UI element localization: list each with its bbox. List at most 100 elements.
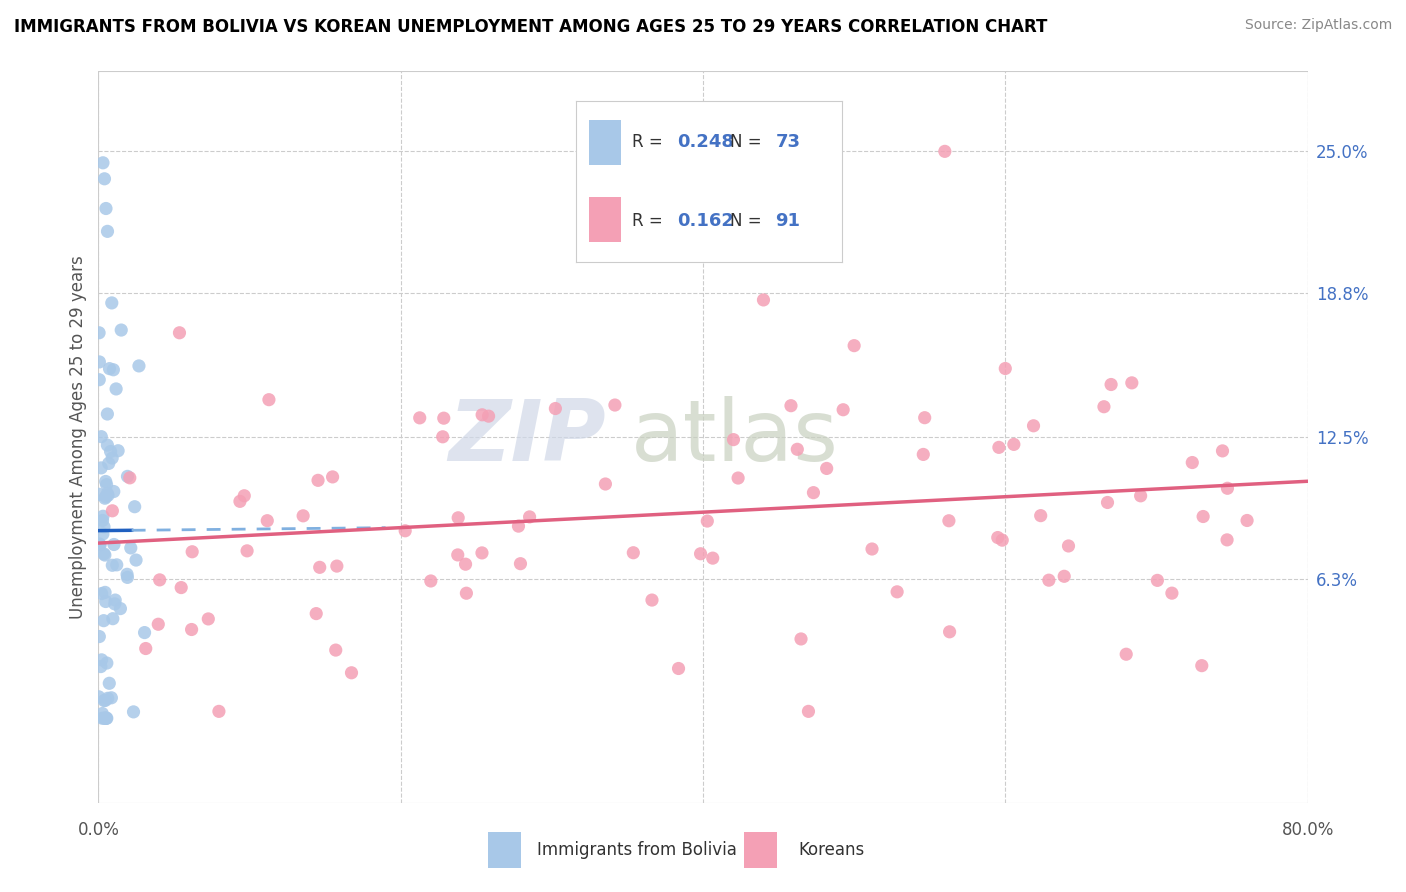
Point: [257, 392, 280, 407]
Point: [914, 410, 936, 425]
Point: [456, 586, 478, 600]
Point: [97, 457, 120, 471]
Point: [94, 585, 117, 599]
Point: [860, 541, 883, 556]
Point: [471, 546, 494, 560]
Point: [508, 519, 530, 533]
Text: 0.0%: 0.0%: [77, 821, 120, 839]
Point: [595, 477, 617, 491]
Point: [432, 430, 454, 444]
Point: [96, 224, 118, 238]
Point: [96, 438, 118, 452]
Point: [1216, 481, 1239, 495]
Point: [934, 145, 956, 159]
Point: [723, 433, 745, 447]
Point: [101, 451, 124, 466]
Point: [96, 656, 118, 670]
Text: Source: ZipAtlas.com: Source: ZipAtlas.com: [1244, 18, 1392, 32]
Point: [256, 514, 278, 528]
Point: [94, 491, 117, 506]
Point: [307, 473, 329, 487]
Point: [89, 537, 111, 551]
Point: [115, 567, 138, 582]
Point: [105, 558, 128, 572]
Point: [110, 601, 132, 615]
Point: [90, 653, 112, 667]
Point: [93, 171, 115, 186]
Point: [326, 559, 349, 574]
Point: [104, 593, 127, 607]
Point: [91, 711, 114, 725]
Point: [94, 711, 117, 725]
Point: [90, 430, 112, 444]
Point: [96, 407, 118, 421]
Point: [89, 373, 111, 387]
Point: [97, 488, 120, 502]
Point: [107, 443, 129, 458]
Point: [1146, 574, 1168, 588]
Point: [105, 382, 128, 396]
Point: [987, 441, 1010, 455]
Point: [124, 500, 146, 514]
Point: [90, 586, 112, 600]
Point: [1192, 509, 1215, 524]
Point: [696, 514, 718, 528]
Point: [1211, 443, 1233, 458]
Point: [752, 293, 775, 307]
Point: [98, 361, 121, 376]
Point: [1053, 569, 1076, 583]
Point: [134, 625, 156, 640]
Point: [149, 573, 172, 587]
Point: [103, 537, 125, 551]
Point: [454, 558, 477, 572]
Point: [419, 574, 441, 588]
Point: [325, 643, 347, 657]
Point: [103, 484, 125, 499]
Point: [148, 617, 170, 632]
Point: [94, 711, 117, 725]
Point: [97, 691, 120, 706]
Point: [118, 471, 141, 485]
Point: [93, 711, 115, 725]
Point: [135, 641, 157, 656]
Point: [100, 690, 122, 705]
Point: [104, 597, 127, 611]
Y-axis label: Unemployment Among Ages 25 to 29 years: Unemployment Among Ages 25 to 29 years: [69, 255, 87, 619]
Point: [229, 494, 252, 508]
Point: [603, 398, 626, 412]
Point: [128, 359, 150, 373]
Point: [308, 560, 330, 574]
Point: [727, 471, 749, 485]
Point: [702, 551, 724, 566]
Point: [117, 469, 139, 483]
Point: [689, 547, 711, 561]
Point: [87, 690, 110, 704]
Point: [236, 544, 259, 558]
Point: [98, 676, 121, 690]
Point: [91, 706, 114, 721]
Point: [815, 461, 838, 475]
Point: [90, 659, 112, 673]
Point: [668, 661, 690, 675]
Point: [91, 509, 114, 524]
Point: [120, 541, 142, 555]
Point: [197, 612, 219, 626]
Point: [912, 447, 935, 461]
Point: [409, 410, 432, 425]
Point: [101, 558, 124, 573]
Point: [1161, 586, 1184, 600]
Point: [90, 461, 112, 475]
Point: [87, 487, 110, 501]
Point: [96, 477, 118, 491]
Point: [1092, 400, 1115, 414]
Point: [886, 584, 908, 599]
Point: [477, 409, 499, 424]
Point: [471, 408, 494, 422]
Point: [790, 632, 813, 646]
Point: [100, 444, 122, 458]
Point: [181, 545, 204, 559]
Point: [394, 524, 416, 538]
Point: [96, 711, 118, 725]
Point: [169, 326, 191, 340]
Point: [786, 442, 808, 457]
